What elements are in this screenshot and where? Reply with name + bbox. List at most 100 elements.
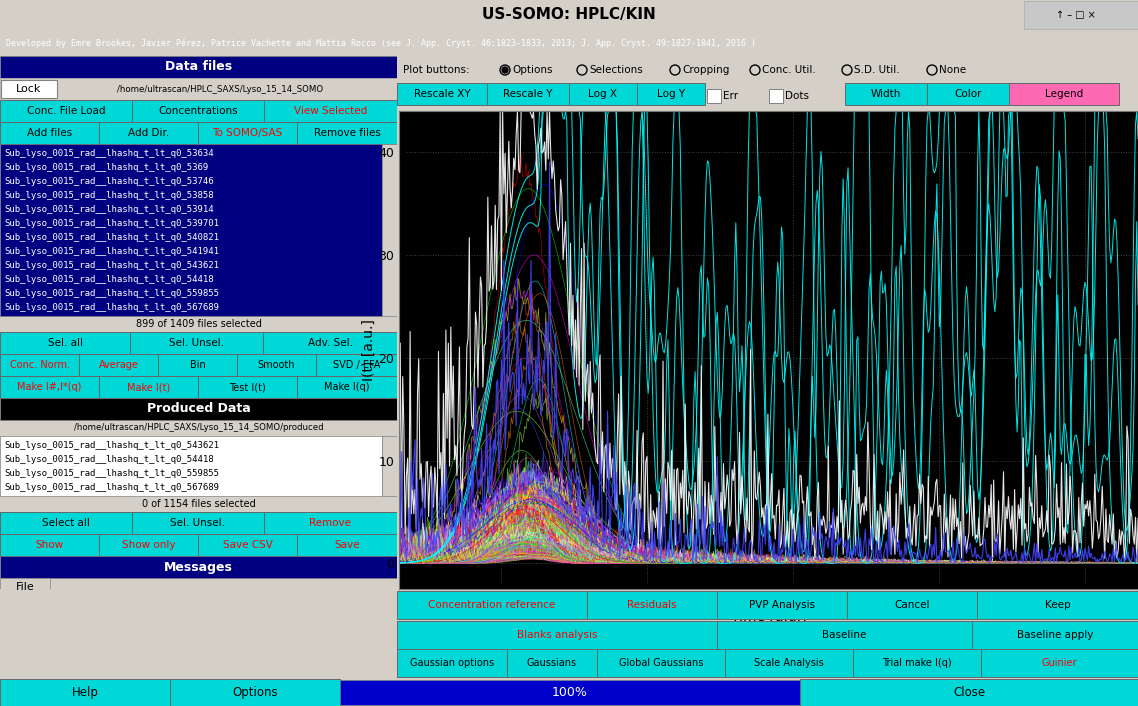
Text: Bin: Bin (190, 360, 205, 370)
Text: Rescale Y: Rescale Y (503, 89, 553, 99)
Text: Log X: Log X (588, 89, 618, 99)
Bar (158, 354, 237, 376)
Bar (0, 122, 99, 144)
Bar (846, 83, 927, 105)
Bar (717, 621, 972, 649)
Bar (264, 512, 397, 534)
Bar (0, 354, 79, 376)
Bar (397, 621, 717, 649)
Bar (597, 649, 725, 677)
Text: File: File (16, 582, 34, 592)
Text: Residuals: Residuals (627, 600, 677, 610)
Bar (99, 534, 198, 556)
Text: Remove files: Remove files (314, 128, 380, 138)
Text: Add files: Add files (27, 128, 72, 138)
Text: Err: Err (723, 91, 739, 101)
Bar (198, 376, 297, 398)
Bar (397, 649, 508, 677)
Text: None: None (939, 65, 966, 75)
Bar (1009, 83, 1119, 105)
Bar (297, 122, 397, 144)
Bar (637, 83, 706, 105)
Text: Sub_lyso_0015_rad__lhashq_t_lt_q0_541941: Sub_lyso_0015_rad__lhashq_t_lt_q0_541941 (5, 246, 218, 256)
Text: Test I(t): Test I(t) (229, 382, 266, 392)
Bar (717, 591, 847, 619)
Text: Developed by Emre Brookes, Javier Pérez, Patrice Vachette and Mattia Rocco (see : Developed by Emre Brookes, Javier Pérez,… (6, 38, 756, 48)
Text: Sub_lyso_0015_rad__lhashq_t_lt_q0_559855: Sub_lyso_0015_rad__lhashq_t_lt_q0_559855 (5, 289, 218, 297)
Bar (297, 534, 397, 556)
Text: Save CSV: Save CSV (223, 540, 272, 550)
Text: Make I(t): Make I(t) (126, 382, 170, 392)
Text: Sub_lyso_0015_rad__lhashq_t_lt_q0_567689: Sub_lyso_0015_rad__lhashq_t_lt_q0_567689 (5, 482, 218, 491)
Text: Sub_lyso_0015_rad__lhashq_t_lt_q0_53634: Sub_lyso_0015_rad__lhashq_t_lt_q0_53634 (5, 148, 214, 157)
Bar (508, 649, 597, 677)
Bar (769, 89, 783, 103)
Bar (382, 436, 397, 496)
Text: Remove: Remove (310, 518, 352, 528)
Text: Show: Show (35, 540, 64, 550)
Text: Dots: Dots (785, 91, 809, 101)
Bar (0, 56, 397, 78)
Text: Sub_lyso_0015_rad__lhashq_t_lt_q0_540821: Sub_lyso_0015_rad__lhashq_t_lt_q0_540821 (5, 232, 218, 241)
Text: SVD / EFA: SVD / EFA (332, 360, 380, 370)
Bar (382, 589, 397, 596)
Text: Cancel: Cancel (894, 600, 930, 610)
Bar (847, 591, 978, 619)
Text: Conc. File Load: Conc. File Load (27, 106, 105, 116)
Bar (382, 144, 397, 316)
Bar (800, 679, 1138, 706)
Text: Global Gaussians: Global Gaussians (619, 658, 703, 668)
Bar (132, 100, 264, 122)
FancyBboxPatch shape (1024, 1, 1138, 28)
Text: Save: Save (335, 540, 360, 550)
Text: Sel. Unsel.: Sel. Unsel. (170, 338, 224, 348)
Bar (854, 649, 981, 677)
Text: Data files: Data files (165, 61, 232, 73)
Text: PVP Analysis: PVP Analysis (749, 600, 815, 610)
Y-axis label: I(t) [a.u.]: I(t) [a.u.] (362, 319, 376, 381)
Bar (0, 100, 132, 122)
Text: Selections: Selections (589, 65, 643, 75)
Text: Options: Options (232, 686, 278, 699)
Bar (0, 556, 397, 578)
Text: S.D. Util.: S.D. Util. (854, 65, 900, 75)
Bar (316, 354, 397, 376)
Bar (0, 78, 397, 100)
Text: Sub_lyso_0015_rad__lhashq_t_lt_q0_567689: Sub_lyso_0015_rad__lhashq_t_lt_q0_567689 (5, 302, 218, 311)
Bar (927, 83, 1009, 105)
Bar (0, 512, 132, 534)
Bar (587, 591, 717, 619)
Bar (397, 83, 487, 105)
Bar (0, 578, 50, 596)
Bar (237, 354, 316, 376)
Bar (130, 332, 263, 354)
Text: Log Y: Log Y (657, 89, 685, 99)
Bar (978, 591, 1138, 619)
Bar (0, 398, 397, 420)
Bar (397, 591, 587, 619)
Text: Sub_lyso_0015_rad__lhashq_t_lt_q0_53858: Sub_lyso_0015_rad__lhashq_t_lt_q0_53858 (5, 191, 214, 200)
Bar (0, 332, 130, 354)
Bar (264, 100, 397, 122)
Text: Close: Close (953, 686, 986, 699)
Bar (132, 512, 264, 534)
Text: Trial make I(q): Trial make I(q) (882, 658, 951, 668)
Bar (487, 83, 569, 105)
Text: Sub_lyso_0015_rad__lhashq_t_lt_q0_53746: Sub_lyso_0015_rad__lhashq_t_lt_q0_53746 (5, 176, 214, 186)
Bar (569, 83, 637, 105)
Bar (99, 122, 198, 144)
Bar (0, 376, 99, 398)
Text: Make I#,I*(q): Make I#,I*(q) (17, 382, 82, 392)
Text: Conc. Norm.: Conc. Norm. (9, 360, 69, 370)
Text: Sub_lyso_0015_rad__lhashq_t_lt_q0_593974: Sub_lyso_0015_rad__lhashq_t_lt_q0_593974 (5, 601, 218, 609)
Text: Average: Average (99, 360, 139, 370)
Bar (1, 80, 57, 98)
Text: Color: Color (955, 89, 982, 99)
Text: Concentrations: Concentrations (158, 106, 238, 116)
Text: /home/ultrascan/HPLC_SAXS/Lyso_15_14_SOMO: /home/ultrascan/HPLC_SAXS/Lyso_15_14_SOM… (117, 85, 323, 93)
Text: /home/ultrascan/HPLC_SAXS/Lyso_15_14_SOMO/produced: /home/ultrascan/HPLC_SAXS/Lyso_15_14_SOM… (74, 424, 323, 433)
X-axis label: Time [a.u.]: Time [a.u.] (731, 610, 806, 623)
Text: Sub_lyso_0015_rad__lhashq_t_lt_q0_594533: Sub_lyso_0015_rad__lhashq_t_lt_q0_594533 (5, 614, 218, 623)
Text: Adv. Sel.: Adv. Sel. (307, 338, 353, 348)
Text: Guinier: Guinier (1041, 658, 1078, 668)
